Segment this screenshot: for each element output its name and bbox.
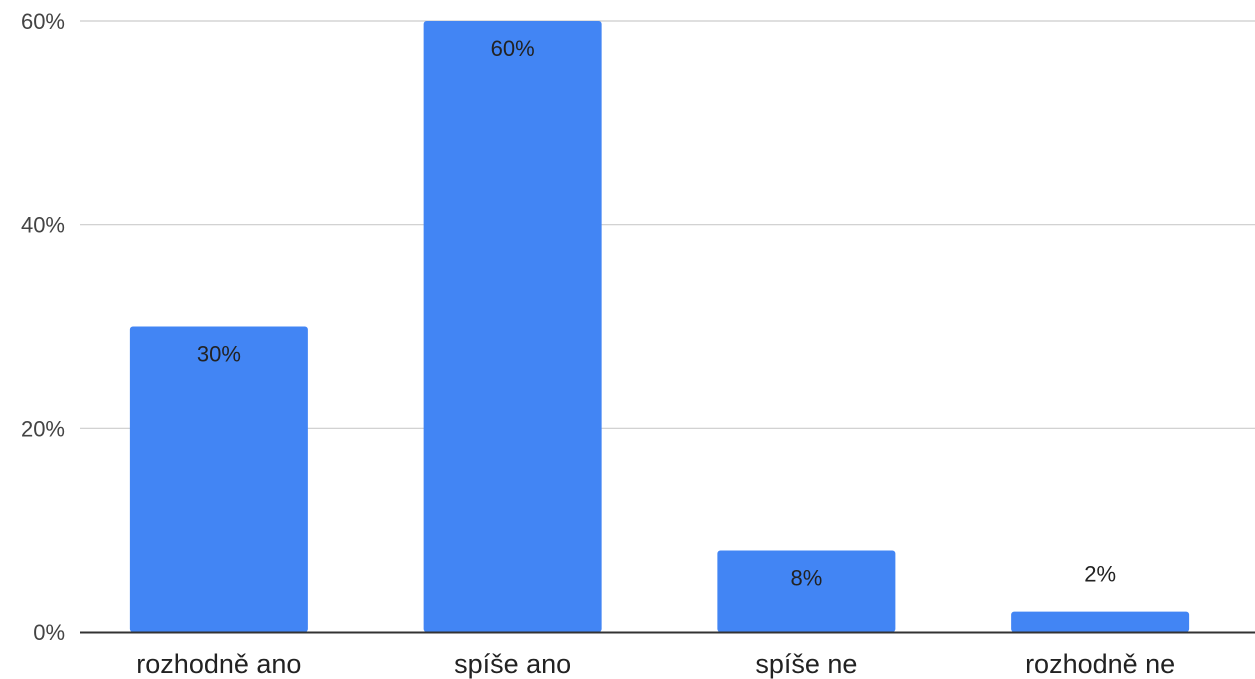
data-label: 60% [491, 36, 535, 61]
data-label: 8% [790, 566, 822, 591]
labels: 0% 20% 40% 60% 30% rozhodně ano 60% spíše ano 8%… [21, 9, 1175, 679]
bar [1011, 611, 1190, 632]
bar [129, 326, 308, 632]
x-category-label: spíše ano [454, 649, 571, 679]
bar [423, 21, 602, 632]
y-tick-label: 40% [21, 213, 65, 238]
bars [129, 21, 1190, 632]
y-tick-label: 20% [21, 416, 65, 441]
x-category-label: rozhodně ano [136, 649, 301, 679]
y-tick-label: 0% [33, 620, 65, 645]
y-tick-label: 60% [21, 9, 65, 34]
x-category-label: spíše ne [755, 649, 857, 679]
bar [717, 550, 896, 632]
data-label: 2% [1084, 562, 1116, 587]
x-category-label: rozhodně ne [1025, 649, 1175, 679]
data-label: 30% [197, 342, 241, 367]
